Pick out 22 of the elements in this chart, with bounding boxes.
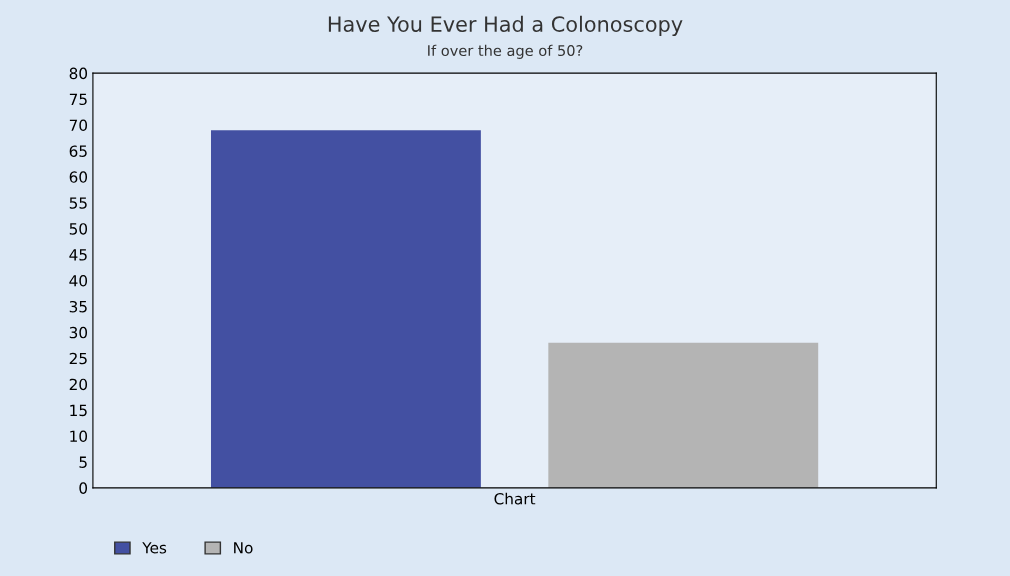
y-tick-label: 50 — [69, 223, 88, 235]
x-tick-label: Chart — [494, 492, 536, 505]
y-tick-label: 40 — [69, 274, 88, 287]
y-tick-label: 5 — [79, 456, 87, 468]
y-tick-label: 20 — [69, 378, 88, 391]
y-tick-label: 70 — [69, 119, 88, 132]
legend-label: No — [234, 542, 253, 554]
chart-subtitle: If over the age of 50? — [428, 44, 583, 59]
legend-label: Yes — [142, 542, 167, 554]
y-tick-label: 35 — [69, 300, 87, 313]
chart-title: Have You Ever Had a Colonoscopy — [328, 15, 683, 36]
y-tick-label: 60 — [69, 171, 88, 183]
y-tick-label: 80 — [69, 67, 88, 80]
y-tick-label: 10 — [70, 430, 88, 443]
y-tick-label: 65 — [69, 145, 87, 157]
y-tick-label: 0 — [79, 482, 88, 494]
y-tick-label: 75 — [69, 93, 87, 106]
y-tick-label: 55 — [69, 197, 87, 209]
y-tick-label: 30 — [69, 326, 88, 339]
y-tick-label: 15 — [70, 404, 87, 417]
y-tick-label: 45 — [69, 249, 87, 261]
y-tick-label: 25 — [69, 352, 87, 365]
